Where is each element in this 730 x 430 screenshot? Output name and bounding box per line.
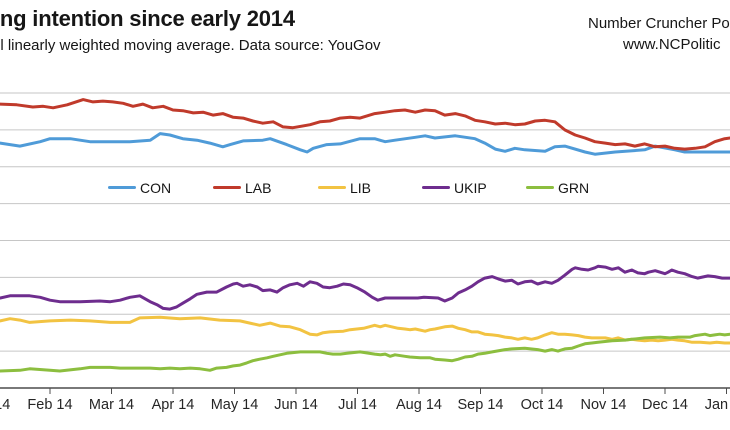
legend-item-lab: LAB	[213, 179, 271, 196]
chart-title: ing intention since early 2014	[0, 6, 295, 31]
legend-swatch-ukip	[422, 185, 450, 190]
legend-label-grn: GRN	[558, 179, 590, 196]
legend-item-con: CON	[108, 179, 171, 196]
x-axis-label: Feb 14	[27, 397, 73, 413]
series-line-lab	[0, 98, 730, 151]
legend-item-grn: GRN	[526, 179, 589, 196]
x-axis-label: Jan 15	[704, 397, 730, 413]
legend-swatch-lab	[213, 185, 241, 190]
series-line-ukip	[0, 264, 730, 311]
legend-label-lab: LAB	[245, 179, 272, 196]
x-axis-label: Apr 14	[151, 397, 195, 413]
legend-item-ukip: UKIP	[422, 179, 487, 196]
x-axis-label: Jul 14	[338, 397, 377, 413]
legend-label-con: CON	[140, 179, 172, 196]
legend-swatch-lib	[318, 185, 346, 190]
legend-swatch-con	[108, 185, 136, 190]
legend-label-lib: LIB	[350, 179, 372, 196]
x-axis-label: Sep 14	[457, 397, 504, 413]
legend-item-lib: LIB	[318, 179, 371, 196]
legend-label-ukip: UKIP	[454, 179, 487, 196]
attribution-line1: Number Cruncher Pol	[588, 15, 730, 32]
x-axis-label: Jun 14	[274, 397, 318, 413]
x-axis-label: Nov 14	[580, 397, 627, 413]
legend-swatch-grn	[526, 185, 554, 190]
series-line-grn	[0, 332, 730, 373]
x-axis-label: Mar 14	[88, 397, 135, 413]
series-line-con	[0, 132, 730, 156]
x-axis-label: Aug 14	[396, 397, 442, 413]
attribution-line2: www.NCPolitic	[623, 36, 721, 53]
x-axis-label: Jan 14	[0, 397, 11, 413]
x-axis-label: Dec 14	[642, 397, 688, 413]
x-axis-label: Oct 14	[520, 397, 564, 413]
chart-subtitle: ll linearly weighted moving average. Dat…	[0, 37, 381, 54]
x-axis-label: May 14	[210, 397, 259, 413]
